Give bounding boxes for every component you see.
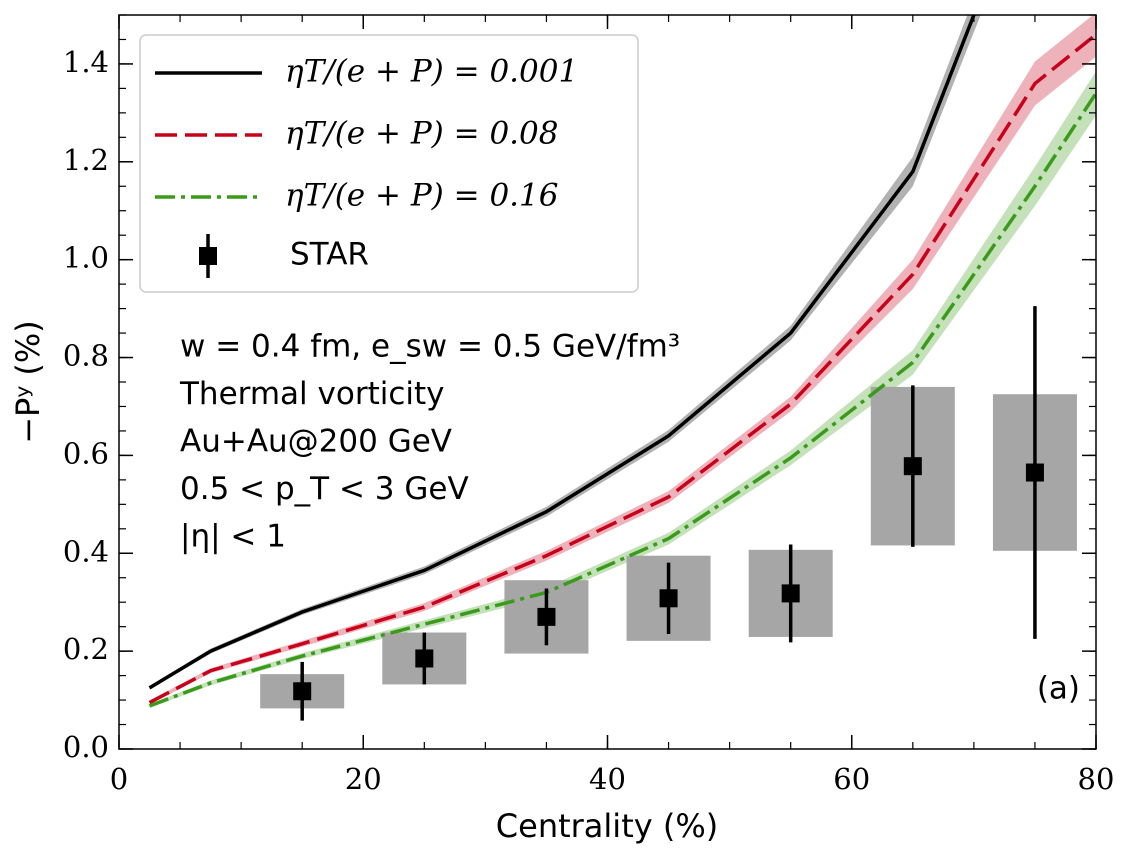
x-tick-label: 40 bbox=[589, 762, 626, 796]
annotation: w = 0.4 fm, e_sw = 0.5 GeV/fm³ bbox=[180, 329, 680, 365]
data-point bbox=[537, 607, 556, 626]
annotation: 0.5 < p_T < 3 GeV bbox=[180, 471, 469, 507]
data-point bbox=[415, 649, 434, 668]
annotation: |η| < 1 bbox=[180, 519, 286, 555]
series-line bbox=[148, 33, 1096, 705]
y-tick-label: 1.0 bbox=[63, 241, 109, 275]
series-line bbox=[148, 15, 976, 690]
panel-label: (a) bbox=[1037, 671, 1080, 707]
annotation: Thermal vorticity bbox=[179, 376, 445, 412]
series-line bbox=[148, 92, 1096, 708]
y-tick-label: 0.0 bbox=[63, 730, 109, 764]
annotation: Au+Au@200 GeV bbox=[180, 424, 452, 460]
data-point bbox=[781, 584, 800, 603]
legend-label: ηT/(e + P) = 0.001 bbox=[285, 54, 578, 90]
data-point bbox=[659, 589, 678, 608]
y-tick-label: 0.8 bbox=[63, 339, 109, 373]
legend-label: ηT/(e + P) = 0.08 bbox=[285, 116, 558, 152]
y-tick-label: 0.4 bbox=[63, 534, 109, 568]
legend-label: ηT/(e + P) = 0.16 bbox=[285, 178, 558, 214]
x-tick-label: 60 bbox=[833, 762, 870, 796]
x-tick-label: 0 bbox=[110, 762, 128, 796]
y-tick-label: 1.2 bbox=[63, 143, 109, 177]
y-axis-label: −Pʸ (%) bbox=[9, 320, 47, 444]
plot-area bbox=[148, 15, 1096, 721]
legend-label: STAR bbox=[290, 237, 369, 273]
x-tick-label: 80 bbox=[1078, 762, 1115, 796]
x-axis-label: Centrality (%) bbox=[496, 807, 718, 845]
y-tick-label: 0.2 bbox=[63, 632, 109, 666]
data-point bbox=[903, 457, 922, 476]
data-point bbox=[1025, 463, 1044, 482]
legend-swatch bbox=[199, 247, 217, 265]
y-tick-label: 0.6 bbox=[63, 436, 109, 470]
y-tick-label: 1.4 bbox=[63, 45, 109, 79]
data-point bbox=[293, 682, 312, 701]
x-tick-label: 20 bbox=[345, 762, 382, 796]
legend-box bbox=[139, 34, 639, 293]
